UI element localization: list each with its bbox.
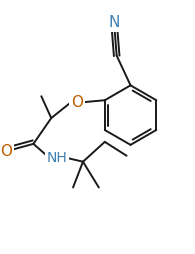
Text: O: O xyxy=(1,144,13,159)
Text: O: O xyxy=(71,95,83,110)
Text: N: N xyxy=(109,15,120,30)
Text: NH: NH xyxy=(47,151,68,165)
